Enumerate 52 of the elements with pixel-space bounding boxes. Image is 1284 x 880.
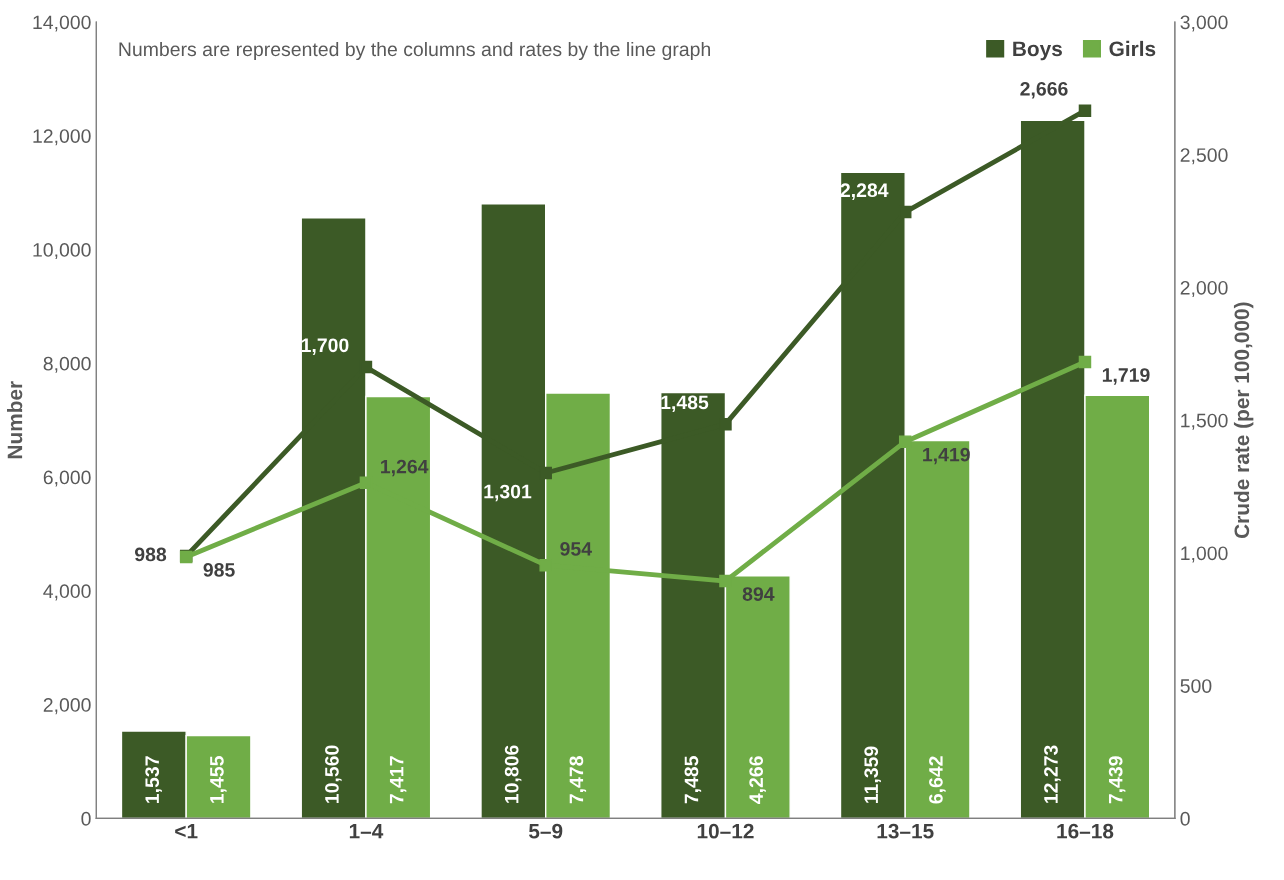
data-label: 7,439	[1108, 756, 1126, 804]
legend-label: Boys	[1013, 41, 1062, 61]
data-label: 7,417	[389, 756, 407, 804]
data-label: 1,455	[210, 756, 227, 803]
data-label: 1,485	[661, 395, 709, 413]
y-tick-label: 8,000	[43, 356, 91, 373]
point	[898, 435, 912, 448]
data-label: 12,273	[1044, 745, 1061, 803]
y2-axis-title: Crude rate (per 100,000)	[1233, 302, 1254, 539]
y2-tick-label: 500	[1180, 679, 1212, 693]
legend-label: Girls	[1109, 40, 1156, 57]
y2-tick-label: 3,000	[1180, 15, 1228, 32]
point	[1078, 104, 1092, 117]
x-tick-label: 1–4	[349, 824, 384, 839]
data-label: 894	[742, 587, 775, 601]
y-tick-label: 2,000	[43, 698, 91, 715]
point	[719, 574, 732, 588]
y-tick-label: 14,000	[33, 15, 91, 32]
y-axis-title: Number	[7, 381, 23, 459]
data-label: 988	[134, 547, 167, 562]
data-label: 7,478	[569, 756, 587, 804]
y2-tick-label: 1,500	[1181, 413, 1228, 430]
y2-tick-label: 1,000	[1181, 546, 1228, 563]
data-label: 7,485	[684, 756, 702, 804]
data-label: 6,642	[929, 756, 946, 804]
x-tick-label: 10–12	[697, 823, 754, 839]
y-tick-label: 12,000	[33, 129, 91, 146]
data-label: 11,359	[864, 746, 881, 803]
y-tick-label: 4,000	[43, 584, 91, 601]
x-tick-label: <1	[175, 824, 198, 839]
x-tick-label: 5–9	[528, 823, 563, 839]
data-label: 1,264	[381, 459, 429, 477]
data-label: 1,537	[145, 756, 162, 803]
y-tick-label: 6,000	[43, 470, 91, 487]
y-tick-label: 0	[81, 811, 91, 826]
point	[1078, 355, 1092, 369]
data-label: 4,266	[749, 756, 766, 804]
data-label: 10,806	[504, 745, 522, 803]
data-label: 2,284	[840, 183, 889, 200]
data-label: 1,719	[1102, 368, 1150, 385]
data-label: 2,666	[1020, 81, 1068, 99]
data-label: 1,301	[484, 484, 532, 502]
data-label: 10,560	[325, 745, 342, 803]
data-label: 985	[203, 562, 235, 577]
data-label: 954	[560, 541, 592, 556]
y2-tick-label: 0	[1180, 811, 1190, 826]
x-tick-label: 13–15	[877, 823, 934, 839]
y-tick-label: 10,000	[33, 243, 91, 260]
y2-tick-label: 2,500	[1180, 148, 1228, 165]
y2-tick-label: 2,000	[1180, 280, 1228, 297]
x-tick-label: 16–18	[1057, 823, 1114, 839]
annotation: Numbers are represented by the columns and rates by the line graph	[119, 41, 710, 61]
